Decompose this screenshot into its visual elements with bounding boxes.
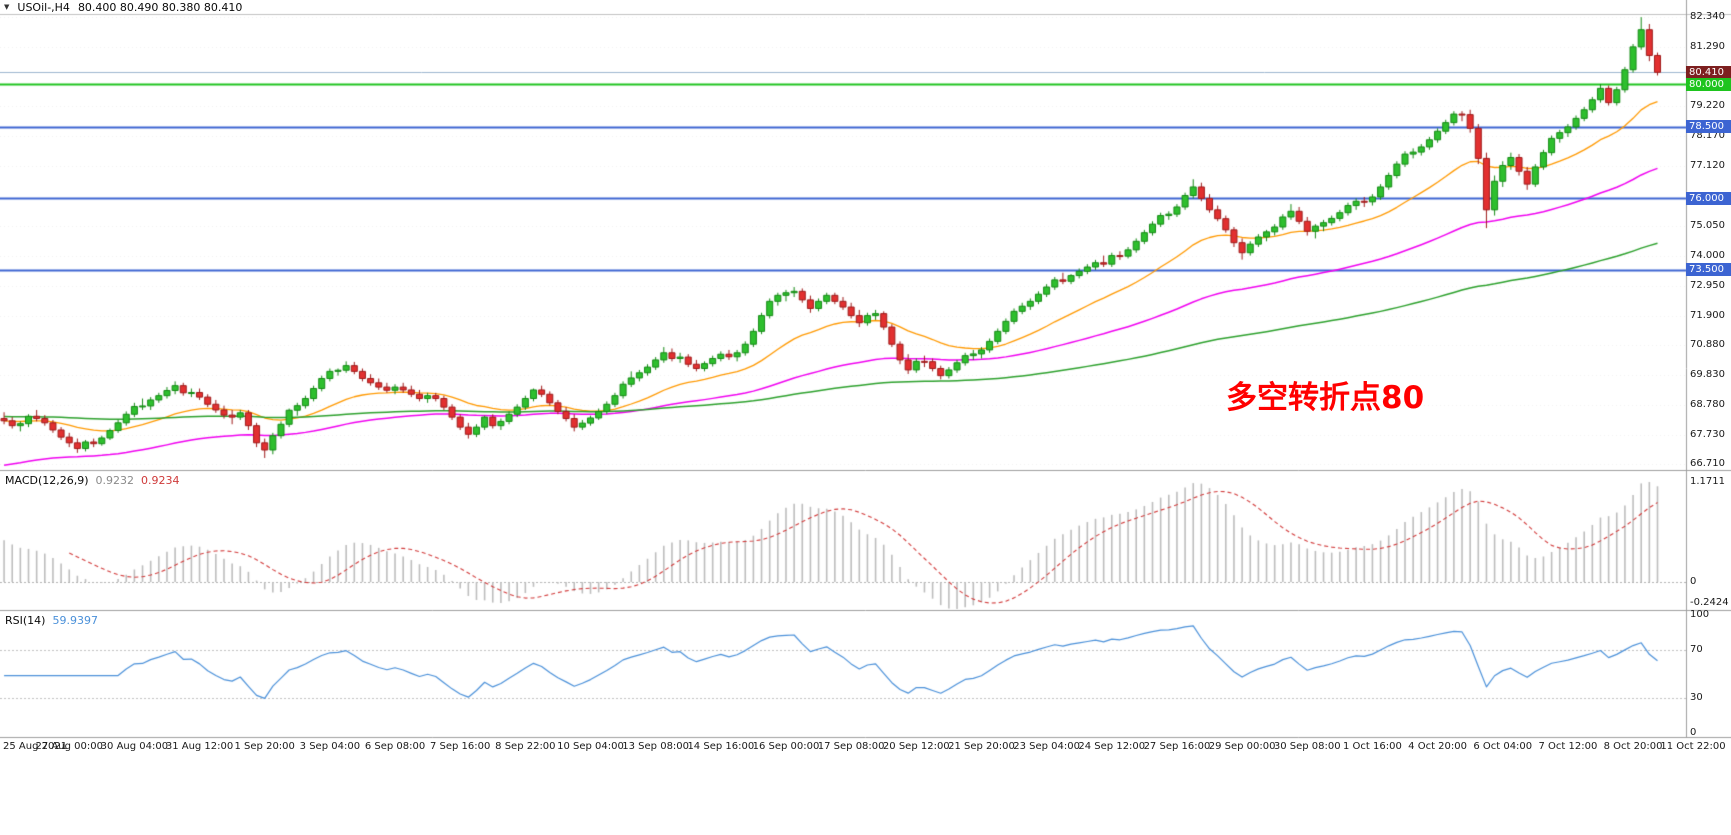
date-label: 13 Sep 08:00 bbox=[622, 741, 690, 752]
price-axis-tick: 72.950 bbox=[1690, 279, 1725, 291]
macd-main-value: 0.9232 bbox=[95, 474, 135, 487]
date-label: 7 Oct 12:00 bbox=[1538, 741, 1598, 752]
rsi-value: 59.9397 bbox=[52, 614, 98, 627]
symbol-info-bar: ▼ USOil-,H4 80.400 80.490 80.380 80.410 bbox=[4, 0, 242, 14]
price-axis-tick: 67.730 bbox=[1690, 428, 1725, 440]
date-label: 16 Sep 00:00 bbox=[752, 741, 820, 752]
date-label: 20 Sep 12:00 bbox=[882, 741, 950, 752]
symbol-ohlc: 80.400 80.490 80.380 80.410 bbox=[77, 0, 243, 14]
macd-axis-tick: 1.1711 bbox=[1690, 476, 1725, 487]
price-axis-tick: 71.900 bbox=[1690, 309, 1725, 321]
price-level-badge-support-78-5: 78.500 bbox=[1686, 120, 1731, 134]
price-axis-tick: 82.340 bbox=[1690, 11, 1725, 23]
price-axis-tick: 70.880 bbox=[1690, 338, 1725, 350]
date-label: 6 Sep 08:00 bbox=[364, 741, 426, 752]
macd-signal-value: 0.9234 bbox=[141, 474, 180, 487]
annotation-text[interactable]: 多空转折点80 bbox=[1226, 380, 1425, 416]
price-level-badge-round-80: 80.000 bbox=[1686, 77, 1731, 91]
symbol-title: USOil-,H4 bbox=[17, 0, 70, 14]
price-level-badge-support-73-5: 73.500 bbox=[1686, 263, 1731, 277]
date-label: 30 Sep 08:00 bbox=[1273, 741, 1341, 752]
date-label: 8 Oct 20:00 bbox=[1603, 741, 1663, 752]
rsi-label: RSI(14) bbox=[5, 614, 46, 627]
price-level-badge-support-76: 76.000 bbox=[1686, 191, 1731, 205]
macd-axis-tick: -0.2424 bbox=[1690, 596, 1729, 608]
date-label: 8 Sep 22:00 bbox=[495, 741, 556, 752]
rsi-panel-label: RSI(14) 59.9397 bbox=[5, 614, 98, 627]
date-label: 10 Sep 04:00 bbox=[557, 741, 624, 752]
rsi-axis-tick: 100 bbox=[1690, 609, 1710, 620]
price-axis-tick: 75.050 bbox=[1690, 219, 1725, 231]
date-label: 1 Sep 20:00 bbox=[234, 741, 295, 752]
date-label: 25 Aug 2021 bbox=[3, 741, 68, 752]
chart-dropdown-icon[interactable]: ▼ bbox=[4, 3, 10, 11]
date-label: 24 Sep 12:00 bbox=[1078, 741, 1146, 752]
price-axis-tick: 77.120 bbox=[1690, 160, 1725, 172]
rsi-axis-tick: 0 bbox=[1690, 727, 1697, 738]
price-axis-tick: 68.780 bbox=[1690, 398, 1725, 410]
price-axis-tick: 79.220 bbox=[1690, 100, 1725, 112]
rsi-axis-tick: 70 bbox=[1690, 644, 1703, 656]
date-label: 29 Sep 00:00 bbox=[1208, 741, 1276, 752]
price-axis-tick: 78.170 bbox=[1690, 130, 1725, 142]
date-label: 7 Sep 16:00 bbox=[429, 741, 491, 752]
macd-axis-tick: 0 bbox=[1690, 576, 1697, 588]
date-label: 1 Oct 16:00 bbox=[1342, 741, 1402, 752]
price-axis-tick: 66.710 bbox=[1690, 457, 1725, 469]
date-label: 21 Sep 20:00 bbox=[948, 741, 1015, 752]
date-label: 14 Sep 16:00 bbox=[687, 741, 755, 752]
price-axis-tick: 74.000 bbox=[1690, 249, 1725, 261]
date-label: 6 Oct 04:00 bbox=[1473, 741, 1533, 752]
date-label: 17 Sep 08:00 bbox=[817, 741, 885, 752]
date-label: 27 Aug 00:00 bbox=[35, 741, 103, 752]
price-level-badge-bid: 80.410 bbox=[1686, 65, 1731, 79]
date-label: 31 Aug 12:00 bbox=[165, 741, 234, 752]
date-label: 11 Oct 22:00 bbox=[1660, 741, 1726, 752]
price-axis-tick: 81.290 bbox=[1690, 41, 1725, 53]
macd-panel-label: MACD(12,26,9) 0.9232 0.9234 bbox=[5, 474, 180, 487]
price-axis-tick: 69.830 bbox=[1690, 368, 1725, 380]
macd-label: MACD(12,26,9) bbox=[5, 474, 89, 487]
date-label: 30 Aug 04:00 bbox=[100, 741, 169, 752]
date-label: 3 Sep 04:00 bbox=[299, 741, 361, 752]
date-label: 27 Sep 16:00 bbox=[1143, 741, 1211, 752]
date-label: 23 Sep 04:00 bbox=[1013, 741, 1080, 752]
date-label: 4 Oct 20:00 bbox=[1408, 741, 1467, 752]
rsi-axis-tick: 30 bbox=[1690, 691, 1703, 703]
